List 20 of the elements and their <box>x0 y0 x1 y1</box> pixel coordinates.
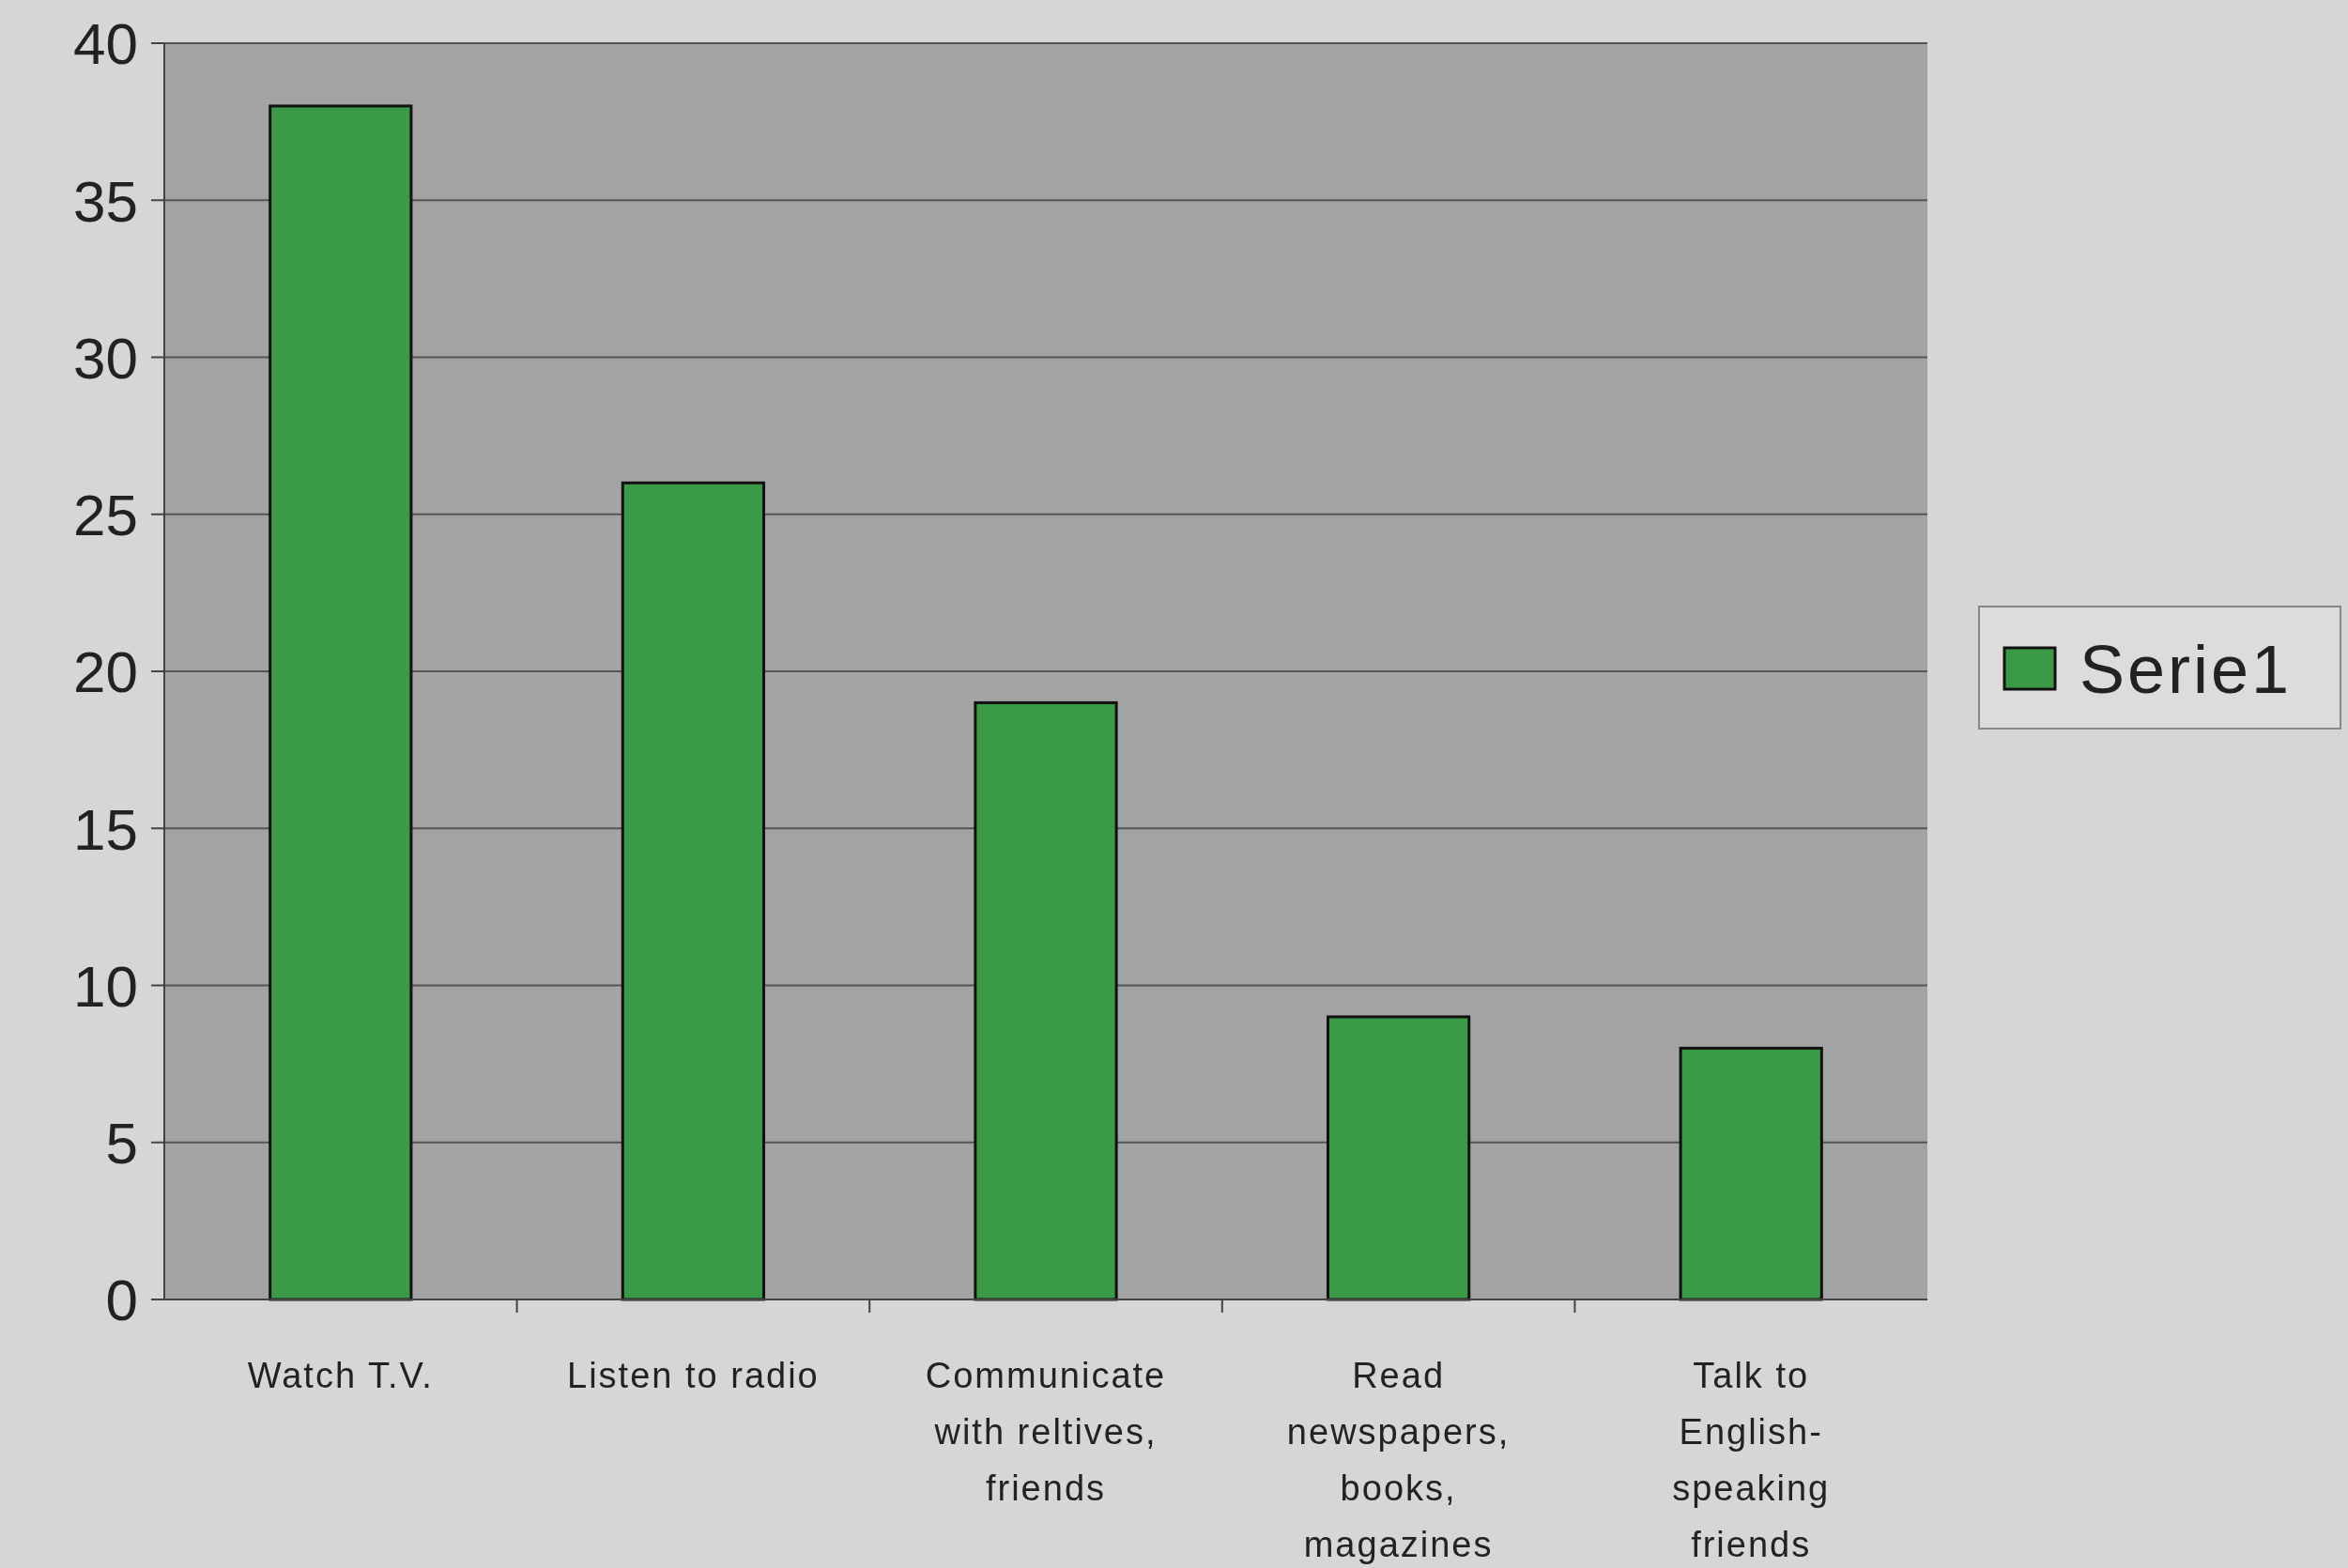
x-tick-label: Talk to English-speaking friends <box>1672 1356 1831 1564</box>
y-tick-label: 0 <box>105 1268 138 1333</box>
y-tick-label: 15 <box>73 796 138 862</box>
y-tick-label: 5 <box>105 1111 138 1176</box>
bar <box>974 700 1118 1301</box>
y-tick-label: 35 <box>73 168 138 234</box>
y-tick-label: 25 <box>73 483 138 548</box>
bar <box>269 104 413 1301</box>
x-tick-label: Communicate with reltives, friends <box>925 1356 1167 1508</box>
x-tick-label: Watch T.V. <box>247 1356 434 1395</box>
y-tick-label: 40 <box>73 11 138 77</box>
y-tick-label: 30 <box>73 325 138 391</box>
bar <box>1326 1015 1471 1301</box>
y-tick-label: 20 <box>73 639 138 705</box>
x-tick-label: Read newspapers, books, magazines <box>1286 1356 1511 1564</box>
y-tick-label: 10 <box>73 953 138 1019</box>
legend-label: Serie1 <box>2079 631 2293 707</box>
bar <box>621 481 766 1301</box>
bar <box>1679 1046 1823 1301</box>
x-tick-label: Listen to radio <box>567 1356 820 1395</box>
